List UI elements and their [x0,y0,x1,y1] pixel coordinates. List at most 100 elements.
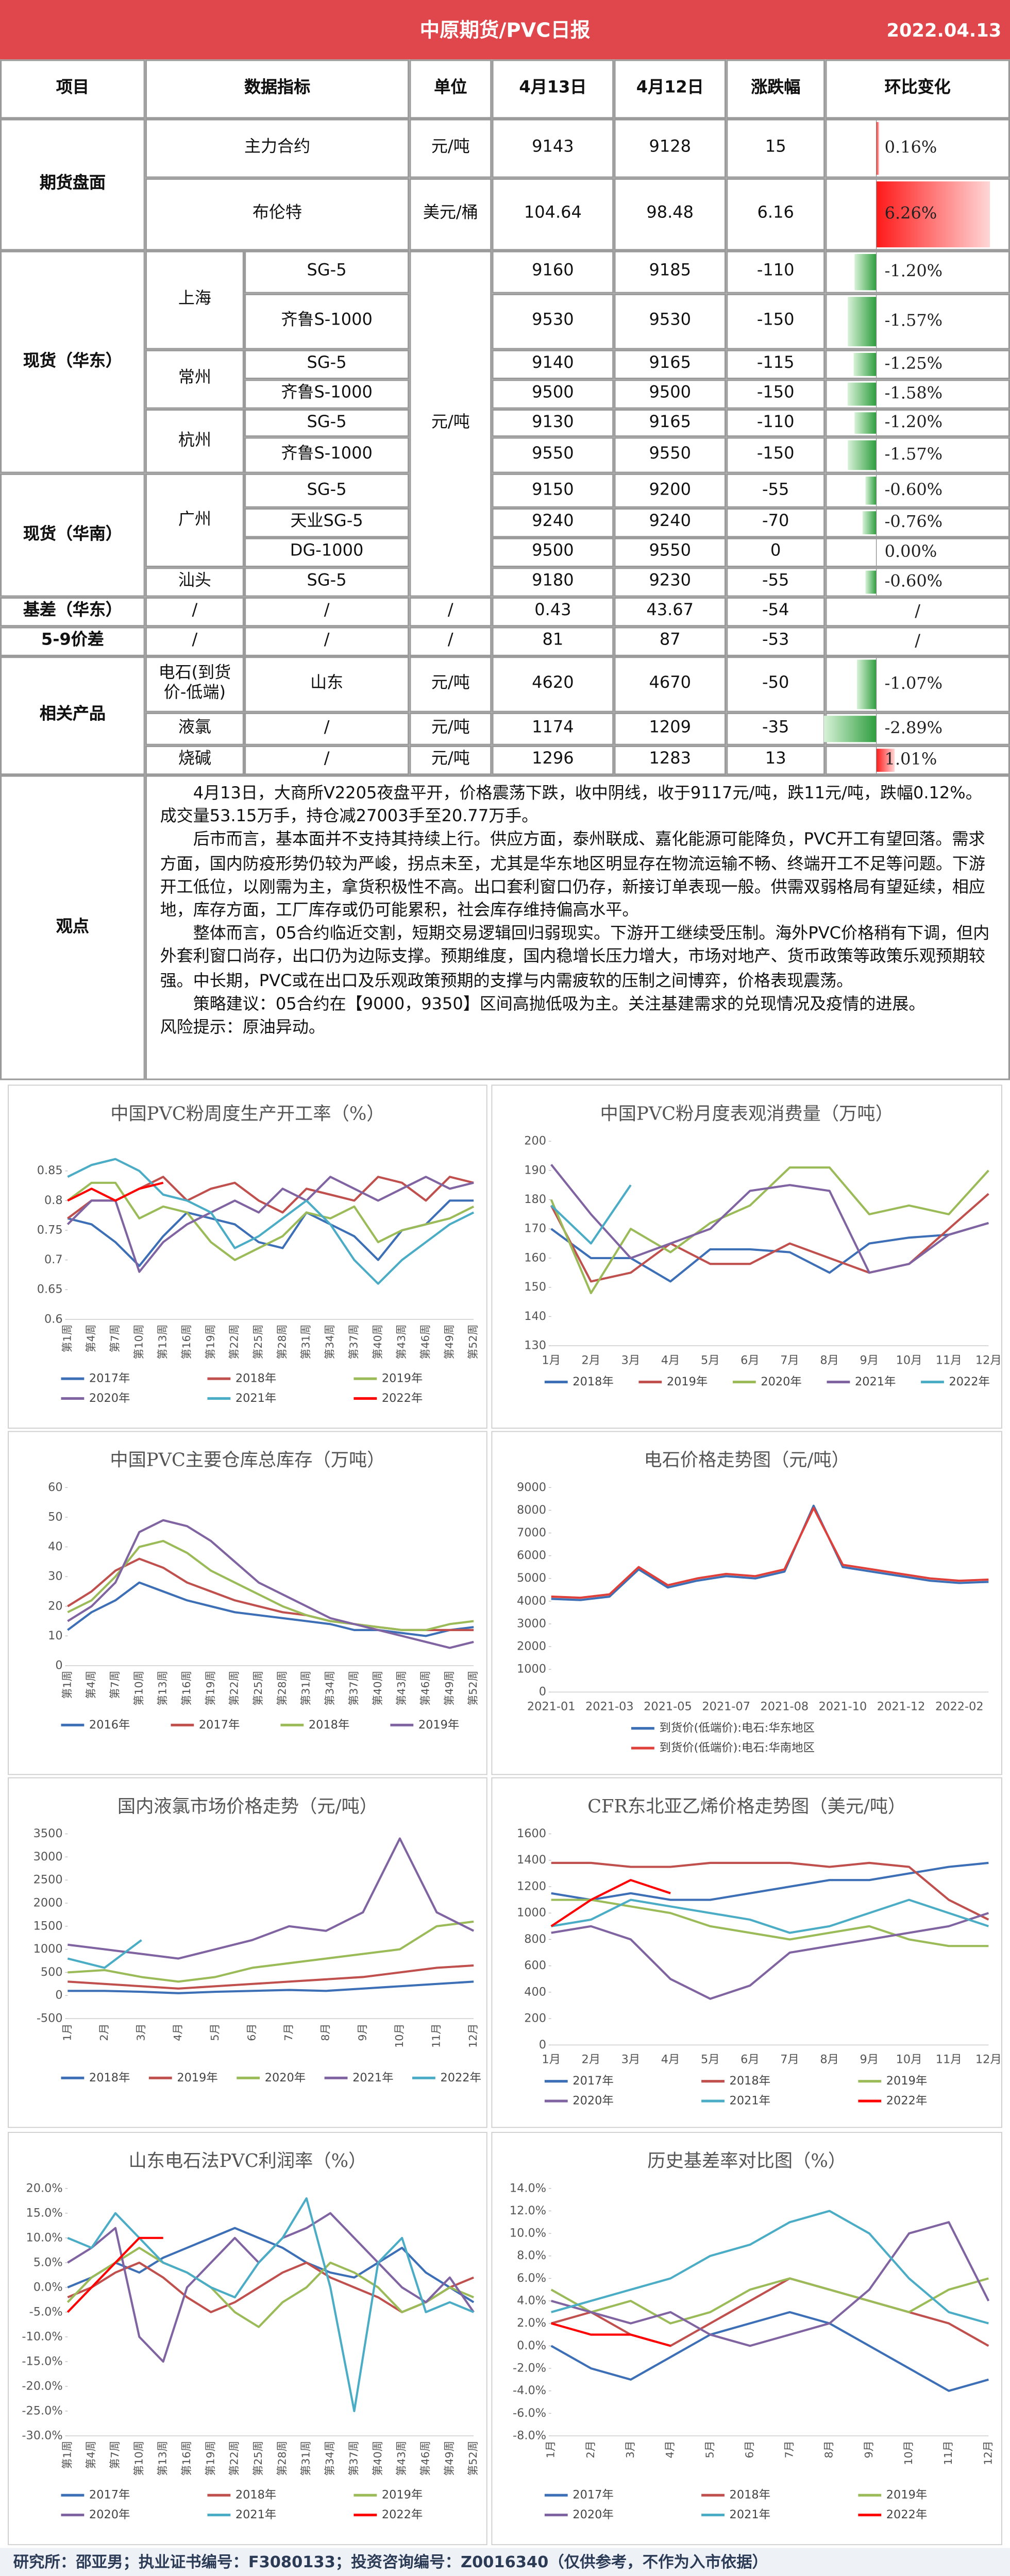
legend-label: 2021年 [352,2071,393,2084]
table-cell: 齐鲁S-1000 [244,293,410,350]
table-cell: 观点 [0,775,145,1080]
y-tick-label: -25.0% [22,2404,62,2417]
table-cell: 布伦特 [145,178,410,251]
x-tick-label: 2021-12 [877,1700,925,1714]
cell-text: 现货（华东） [0,250,145,473]
table-cell: -50 [726,656,826,713]
y-tick-label: 4000 [517,1594,546,1607]
legend-label: 2018年 [89,2071,130,2084]
y-tick-label: 3000 [517,1617,546,1630]
x-tick-label: 第7周 [109,1324,121,1352]
data-bar [865,477,877,505]
series-line [551,1912,989,2000]
x-tick-label: 第13周 [157,1324,169,1359]
bar-label: -1.20% [885,261,942,281]
x-tick-label: 7月 [780,1353,799,1367]
report-title: 中原期货/PVC日报 [420,19,591,42]
series-line [66,1176,474,1273]
series-line [550,2277,989,2325]
table-cell: -150 [726,437,826,473]
y-tick-label: 2.0% [517,2316,546,2330]
cell-text: 0.43 [492,597,614,627]
y-tick-label: 0.75 [37,1223,63,1236]
bar-label: -1.25% [885,353,942,373]
cell-text: -110 [726,409,826,437]
table-cell: -70 [726,507,826,538]
cell-text: 9185 [614,250,727,294]
table-cell: 基差（华东） [0,597,145,627]
y-tick-label: 200 [524,1134,546,1148]
table-cell: 上海 [145,250,244,350]
series-line [67,1939,142,1969]
table-cell: 涨跌幅 [726,59,826,119]
x-tick-label: 2月 [98,2024,110,2041]
x-tick-label: 第19周 [204,1324,216,1359]
x-tick-label: 第13周 [157,1671,169,1706]
y-tick-label: 0 [539,2038,546,2052]
cell-text: 9165 [614,409,727,437]
y-tick-label: 160 [524,1251,546,1264]
x-tick-label: 3月 [135,2024,147,2041]
bar-label: / [915,631,920,650]
footer: 研究所：邵亚男；执业证书编号：F3080133；投资咨询编号：Z0016340（… [13,2553,768,2571]
cell-text: 9240 [492,507,614,538]
table-cell: 液氯 [145,712,244,745]
cell-text [825,293,1010,350]
table-cell: 13 [726,745,826,775]
x-tick-label: 8月 [820,1353,839,1367]
y-tick-label: -2.0% [513,2361,546,2375]
x-tick-label: 8月 [820,2053,839,2066]
bar-label: -1.20% [885,412,942,432]
x-tick-label: 11月 [936,1353,962,1367]
chart-title: 电石价格走势图（元/吨） [644,1450,849,1471]
cell-text [825,537,1010,568]
x-tick-label: 9月 [356,2024,368,2041]
bar-label: -0.60% [885,480,942,499]
table-cell: 9240 [492,507,614,538]
data-bar [823,716,877,742]
x-tick-label: 第10周 [132,1324,145,1359]
x-tick-label: 第16周 [180,2441,193,2476]
table-cell: 齐鲁S-1000 [244,437,410,473]
x-tick-label: 2月 [581,2053,600,2066]
table-cell [825,473,1010,508]
legend-label: 2020年 [573,2094,613,2108]
series-line [550,1879,671,1927]
table-cell: 元/吨 [409,250,492,597]
legend-label: 到货价(低端价):电石:华东地区 [659,1721,815,1735]
bar-label: 6.26% [885,204,937,223]
x-tick-label: 第22周 [228,1671,241,1706]
x-tick-label: 第1周 [61,1324,73,1352]
y-tick-label: 130 [524,1339,546,1352]
chart-title: 中国PVC主要仓库总库存（万吨） [110,1450,385,1471]
y-tick-label: 10 [48,1629,63,1642]
table-cell: SG-5 [244,349,410,380]
legend-label: 2019年 [886,2488,927,2502]
x-tick-label: 10月 [896,2053,922,2066]
cell-text: 104.64 [492,178,614,251]
table-cell: 数据指标 [145,59,410,119]
bar-label: -0.76% [885,512,942,531]
x-tick-label: 7月 [282,2024,295,2041]
table-cell: 9185 [614,250,727,294]
cell-text: 相关产品 [0,656,145,775]
series-line [551,1504,989,1601]
table-cell: / [244,712,410,745]
cell-text: SG-5 [244,250,410,294]
legend-label: 2022年 [949,1375,990,1388]
legend-label: 2019年 [667,1375,708,1388]
cell-text: 1174 [492,712,614,745]
legend-label: 2020年 [761,1375,801,1388]
cell-text: 87 [614,626,727,657]
y-tick-label: 190 [524,1163,546,1177]
bar-label: -1.57% [885,311,942,330]
legend-label: 2020年 [89,2508,130,2521]
chart-panel [491,1084,1002,1429]
cell-text: / [244,626,410,657]
table-cell: / [409,597,492,627]
table-cell: 9128 [614,118,727,178]
x-tick-label: 第28周 [276,2441,288,2476]
y-tick-label: 1000 [517,1663,546,1676]
table-cell: 现货（华南） [0,473,145,597]
cell-text: 广州 [145,473,244,568]
